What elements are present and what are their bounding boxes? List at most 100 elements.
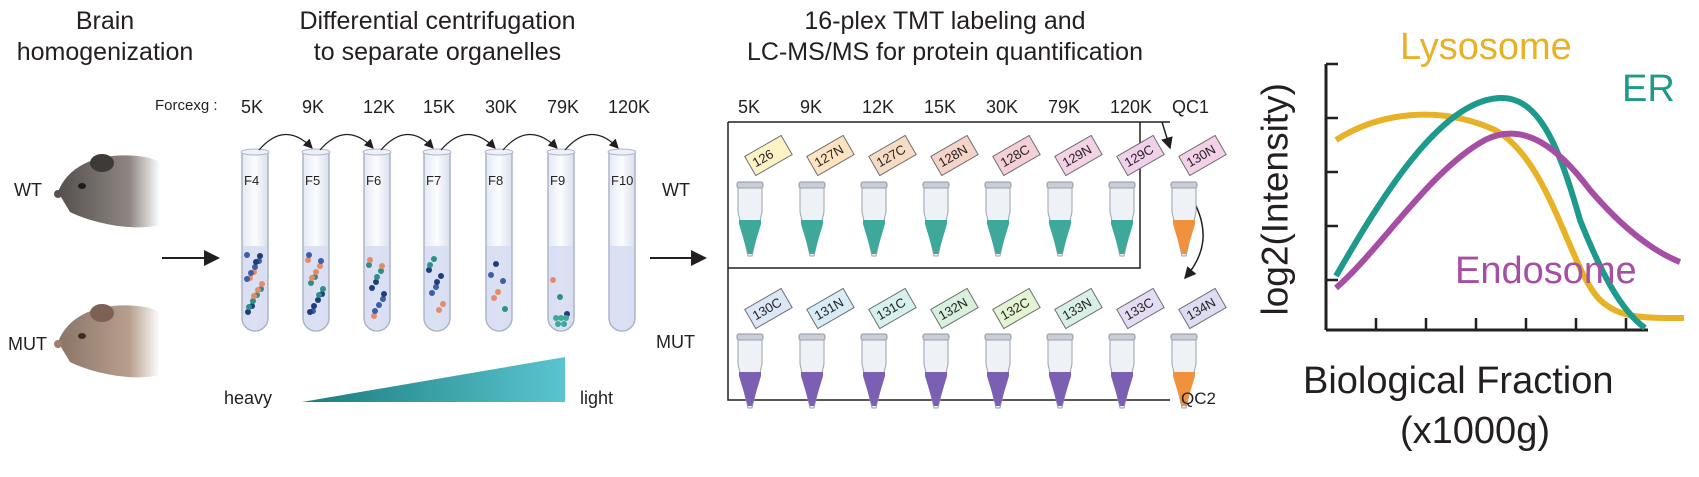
fraction-label: F7 bbox=[426, 173, 442, 188]
centrifuge-tube bbox=[546, 133, 619, 332]
organelle-particle bbox=[305, 257, 311, 263]
genotype-wt-label: WT bbox=[14, 180, 42, 200]
organelle-particle bbox=[427, 262, 433, 268]
organelle-particle bbox=[316, 292, 322, 298]
sample-vial bbox=[736, 333, 764, 409]
tmt-tag-box bbox=[868, 287, 917, 330]
organelle-particle bbox=[371, 313, 377, 319]
organelle-particle bbox=[257, 253, 263, 259]
fraction-label: F10 bbox=[611, 173, 634, 188]
mouse-mut-icon bbox=[54, 304, 160, 378]
organelle-particle bbox=[308, 280, 314, 286]
organelle-particle bbox=[253, 259, 259, 265]
transfer-arrow bbox=[564, 133, 619, 151]
force-value-label: 5K bbox=[241, 97, 264, 117]
step1-title: Brain homogenization bbox=[0, 6, 210, 68]
tmt-tag-box bbox=[868, 134, 917, 177]
series-label-endosome: Endosome bbox=[1455, 250, 1637, 292]
organelle-particle bbox=[381, 291, 387, 297]
profile-plot bbox=[1324, 62, 1685, 332]
organelle-particle bbox=[245, 309, 251, 315]
tmt-column-label: 79K bbox=[1048, 97, 1081, 117]
tmt-tag-box bbox=[806, 134, 855, 177]
fraction-label: F4 bbox=[244, 173, 260, 188]
transfer-arrow bbox=[502, 133, 558, 151]
tmt-tag-box bbox=[806, 287, 855, 330]
organelle-particle bbox=[488, 272, 494, 278]
organelle-particle bbox=[380, 296, 386, 302]
organelle-particle bbox=[320, 286, 326, 292]
organelle-particle bbox=[259, 281, 265, 287]
organelle-particle bbox=[434, 279, 440, 285]
tmt-tag-box bbox=[1116, 134, 1165, 177]
force-value-label: 79K bbox=[547, 97, 580, 117]
tmt-tag-box bbox=[1178, 287, 1227, 330]
organelle-particle bbox=[550, 277, 556, 283]
organelle-particle bbox=[426, 267, 432, 273]
organelle-particle bbox=[553, 315, 559, 321]
organelle-particle bbox=[561, 321, 567, 327]
organelle-particle bbox=[436, 307, 442, 313]
step3-title-line2: LC-MS/MS for protein quantification bbox=[746, 38, 1143, 66]
organelle-particle bbox=[555, 321, 561, 327]
sample-vial bbox=[860, 181, 888, 257]
plot-x-axis-label-line2: (x1000g) bbox=[1400, 410, 1550, 452]
force-value-label: 15K bbox=[423, 97, 456, 117]
organelle-particle bbox=[431, 256, 437, 262]
tmt-tag-box bbox=[1116, 287, 1165, 330]
centrifuge-tube bbox=[301, 133, 374, 332]
qc2-label: QC2 bbox=[1181, 389, 1216, 408]
series-label-lysosome: Lysosome bbox=[1400, 26, 1572, 68]
organelle-particle bbox=[317, 263, 323, 269]
sample-vial bbox=[984, 333, 1012, 409]
organelle-particle bbox=[313, 269, 319, 275]
organelle-particle bbox=[318, 258, 324, 264]
sample-vial bbox=[860, 333, 888, 409]
organelle-particle bbox=[563, 315, 569, 321]
tmt-tag-box bbox=[1178, 134, 1227, 177]
step2-title-line2: to separate organelles bbox=[313, 38, 562, 66]
sample-vial bbox=[798, 181, 826, 257]
organelle-particle bbox=[372, 308, 378, 314]
sample-vial bbox=[1108, 333, 1136, 409]
organelle-particle bbox=[378, 268, 384, 274]
tmt-tag-box bbox=[1054, 134, 1103, 177]
plot-x-axis-label-line1: Biological Fraction bbox=[1303, 360, 1614, 402]
step1-title-line1: Brain bbox=[75, 7, 135, 35]
force-value-label: 30K bbox=[485, 97, 518, 117]
sample-vial bbox=[1170, 181, 1198, 257]
mouse-wt-icon bbox=[54, 154, 160, 228]
sample-vial bbox=[922, 333, 950, 409]
transfer-arrow bbox=[440, 133, 496, 151]
tmt-column-label: 9K bbox=[800, 97, 823, 117]
fraction-label: F6 bbox=[366, 173, 382, 188]
sample-vial bbox=[1046, 333, 1074, 409]
centrifuge-tube bbox=[422, 133, 496, 332]
transfer-arrow bbox=[380, 133, 434, 151]
organelle-particle bbox=[252, 264, 258, 270]
organelle-particle bbox=[438, 273, 444, 279]
transfer-arrow bbox=[319, 133, 374, 151]
organelle-particle bbox=[374, 274, 380, 280]
lysosome-curve bbox=[1334, 111, 1685, 321]
force-label: Forcexg : bbox=[155, 97, 218, 114]
tmt-tag-box bbox=[930, 134, 979, 177]
centrifuge-tube bbox=[607, 148, 637, 332]
organelle-particle bbox=[369, 285, 375, 291]
organelle-particle bbox=[500, 278, 506, 284]
organelle-particle bbox=[251, 293, 257, 299]
organelle-particle bbox=[244, 276, 250, 282]
organelle-particle bbox=[491, 295, 497, 301]
organelle-particle bbox=[373, 279, 379, 285]
step3-title: 16-plex TMT labeling and LC-MS/MS for pr… bbox=[715, 6, 1175, 68]
tmt-bracket bbox=[727, 121, 1204, 401]
tmt-column-label: 12K bbox=[862, 97, 895, 117]
tmt-tag-box bbox=[930, 287, 979, 330]
fraction-label: F9 bbox=[550, 173, 566, 188]
force-value-label: 9K bbox=[302, 97, 325, 117]
organelle-particle bbox=[429, 290, 435, 296]
organelle-particle bbox=[306, 252, 312, 258]
organelle-particle bbox=[250, 298, 256, 304]
